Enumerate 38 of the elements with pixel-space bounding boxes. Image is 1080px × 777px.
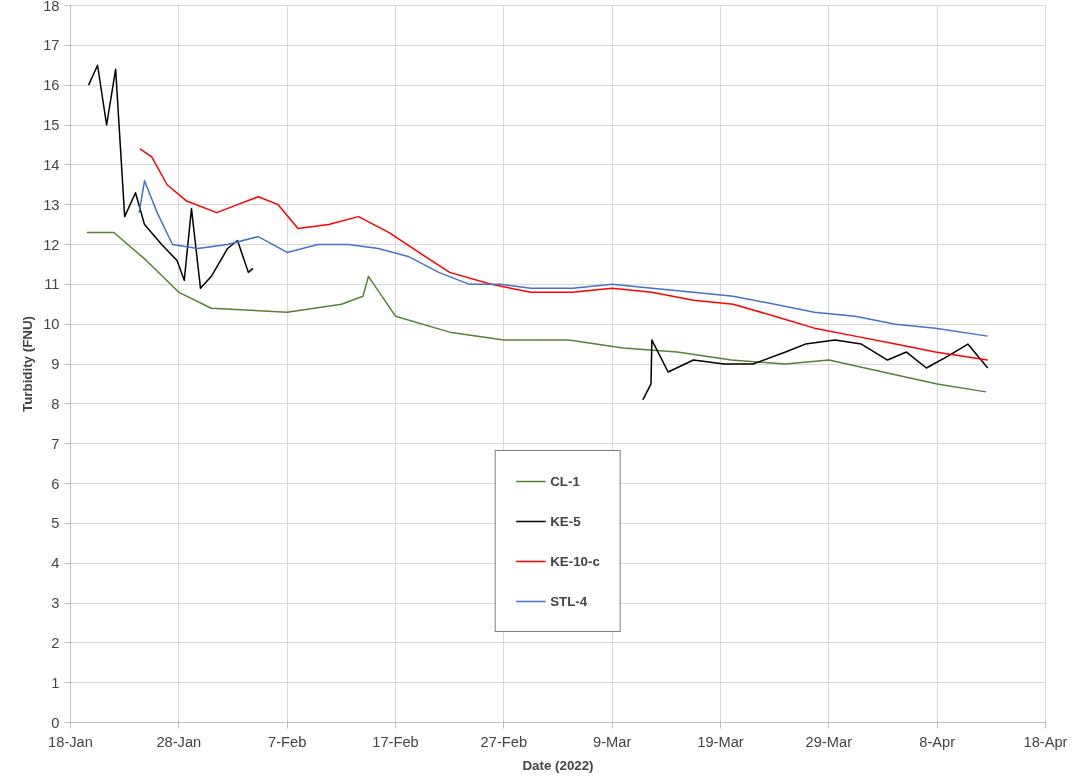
y-tick-label: 9 <box>51 356 60 372</box>
y-tick-label: 15 <box>43 117 60 133</box>
y-tick-label: 4 <box>51 555 60 572</box>
y-tick-label: 1 <box>51 674 60 691</box>
x-tick-label: 29-Mar <box>805 733 853 750</box>
y-tick-label: 17 <box>43 37 60 54</box>
line-series <box>138 180 989 337</box>
x-tick-label: 18-Apr <box>1023 733 1068 750</box>
y-tick-label: 16 <box>43 77 60 94</box>
y-tick-label: 0 <box>51 714 60 731</box>
x-axis-title: Date (2022) <box>522 757 594 773</box>
y-tick-label: 3 <box>51 595 60 611</box>
x-tick-label: 9-Mar <box>593 733 632 750</box>
legend-label: KE-10-c <box>550 553 600 569</box>
x-tick-label: 7-Feb <box>268 733 307 750</box>
x-tick-label: 18-Jan <box>48 733 93 750</box>
y-tick-label: 6 <box>51 475 60 492</box>
legend-label: CL-1 <box>550 473 580 489</box>
legend-label: STL-4 <box>550 593 588 609</box>
y-tick-label: 2 <box>51 634 60 651</box>
x-tick-label: 19-Mar <box>697 733 744 750</box>
legend-label: KE-5 <box>550 513 581 529</box>
y-tick-label: 5 <box>51 515 60 532</box>
line-series <box>139 148 989 361</box>
y-tick-label: 8 <box>51 395 60 412</box>
y-tick-label: 14 <box>43 156 60 173</box>
y-tick-label: 18 <box>43 0 60 14</box>
y-tick-label: 13 <box>43 196 60 213</box>
y-tick-label: 7 <box>51 435 60 452</box>
y-tick-label: 12 <box>43 236 60 253</box>
y-tick-label: 11 <box>44 276 60 293</box>
line-series <box>86 231 987 393</box>
x-tick-label: 17-Feb <box>372 733 419 750</box>
x-tick-label: 28-Jan <box>156 733 202 750</box>
x-tick-label: 27-Feb <box>480 733 528 750</box>
y-tick-label: 10 <box>43 316 60 333</box>
y-axis-title: Turbidity (FNU) <box>20 316 36 412</box>
x-tick-label: 8-Apr <box>919 733 956 750</box>
